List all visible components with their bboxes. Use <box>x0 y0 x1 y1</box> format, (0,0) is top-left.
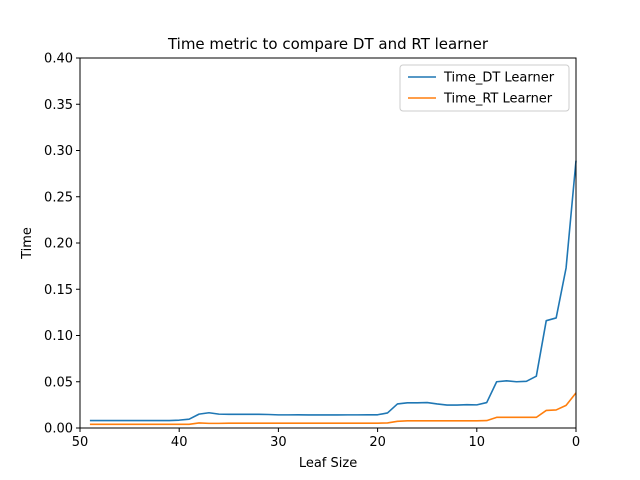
y-axis-label: Time <box>20 227 35 260</box>
x-axis-label: Leaf Size <box>299 456 357 471</box>
legend: Time_DT Learner Time_RT Learner <box>399 64 570 112</box>
y-tick-label: 0.05 <box>44 375 73 390</box>
x-tick-label: 0 <box>572 435 580 450</box>
y-tick-label: 0.25 <box>44 190 73 205</box>
y-tick-label: 0.00 <box>44 422 73 437</box>
y-tick-label: 0.20 <box>44 237 73 252</box>
x-tick-label: 40 <box>171 435 188 450</box>
y-tick-label: 0.40 <box>44 52 73 67</box>
x-tick-label: 50 <box>72 435 89 450</box>
x-tick-label: 20 <box>369 435 386 450</box>
y-tick-label: 0.15 <box>44 283 73 298</box>
series-line-rt <box>89 392 577 426</box>
y-tick-label: 0.10 <box>44 329 73 344</box>
legend-entry-label: Time_DT Learner <box>443 71 555 86</box>
y-tick-label: 0.35 <box>44 98 73 113</box>
x-tick-label: 30 <box>270 435 287 450</box>
x-tick-label: 10 <box>469 435 486 450</box>
series-lines <box>89 160 577 426</box>
legend-entry-label: Time_RT Learner <box>443 92 553 107</box>
axis-ticks: 50 40 30 20 10 0 0.00 0.05 0.10 0.15 0.20 0.25 0.30 0… <box>44 52 580 451</box>
y-tick-label: 0.30 <box>44 144 73 159</box>
series-line-dt <box>89 160 577 422</box>
legend-box <box>399 64 570 112</box>
chart-title: Time metric to compare DT and RT learner <box>167 35 489 53</box>
